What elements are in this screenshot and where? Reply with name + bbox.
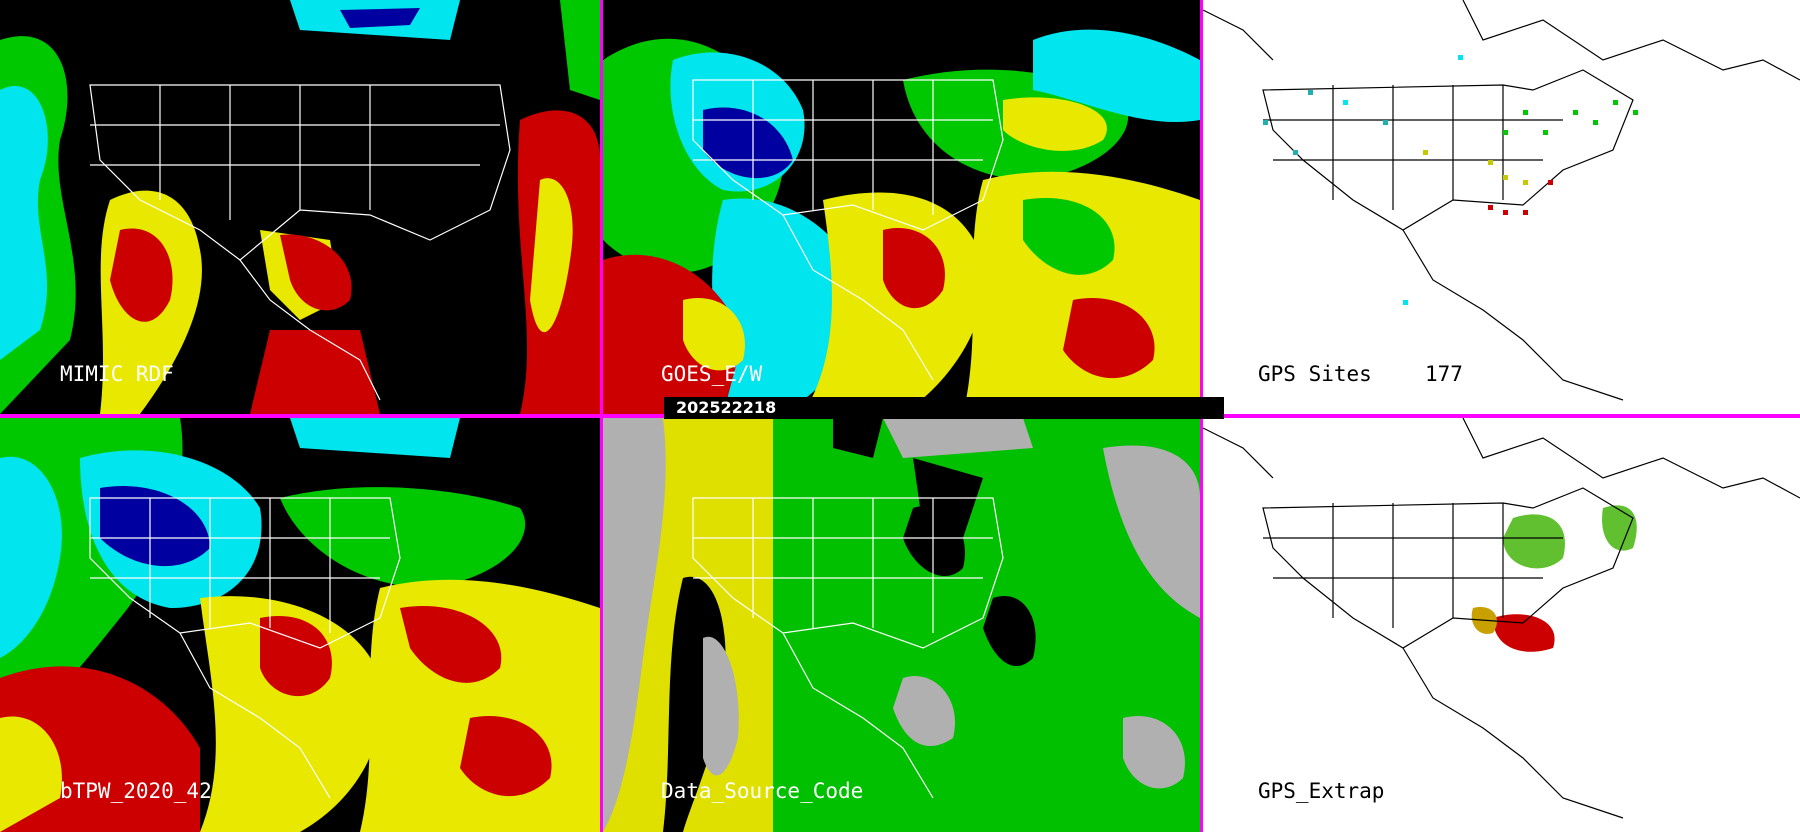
panel-label: GOES_E/W (661, 362, 763, 386)
data-source-code-map (603, 418, 1200, 832)
gps-sites-map (1203, 0, 1800, 401)
panel-label: Data_Source_Code (661, 779, 864, 803)
gps-site-markers (1263, 55, 1638, 305)
panel-data-source-code: Data_Source_Code (603, 418, 1200, 832)
btpw-map (0, 418, 600, 832)
panel-mimic-rdf: MIMIC RDF (0, 0, 600, 414)
site-count: 177 (1425, 362, 1463, 386)
panel-gps-extrap: GPS_Extrap (1203, 418, 1800, 832)
panel-goes-ew: GOES_E/W (603, 0, 1200, 414)
panel-label: MIMIC RDF (60, 362, 174, 386)
panel-label: bTPW_2020_42 (60, 779, 212, 803)
gps-extrap-map (1203, 418, 1800, 819)
mimic-rdf-map (0, 0, 600, 414)
panel-label: GPS_Extrap (1258, 779, 1385, 803)
panel-label: GPS Sites (1258, 362, 1372, 386)
panel-btpw-2020-42: bTPW_2020_42 (0, 418, 600, 832)
goes-ew-map (603, 29, 1200, 414)
timestamp-label: 202522218 (664, 397, 1224, 419)
panel-gps-sites: GPS Sites 177 (1203, 0, 1800, 414)
